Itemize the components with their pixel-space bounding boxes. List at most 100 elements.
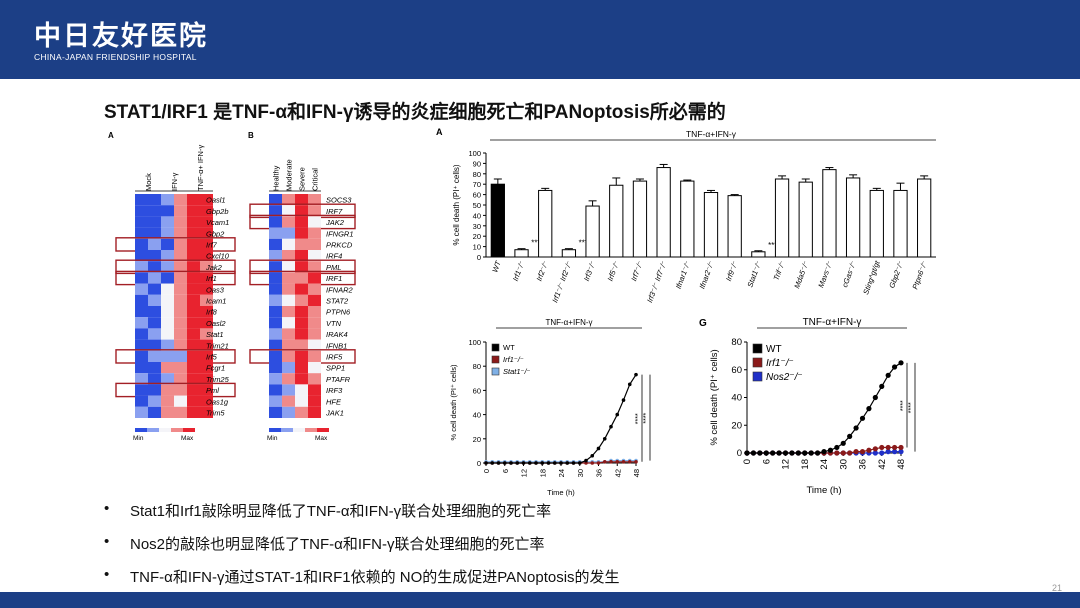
heatmap-cell: [282, 350, 295, 362]
data-point: [571, 461, 576, 465]
heatmap-cell: [282, 194, 295, 206]
heatmap-cell: [174, 384, 187, 396]
heatmap-cell: [135, 205, 148, 217]
heatmap-cell: [161, 261, 174, 273]
data-point: [859, 449, 866, 455]
heatmap-cell: [295, 194, 308, 206]
data-point: [559, 461, 563, 465]
x-tick-label: Ifnar1⁻/⁻: [674, 260, 692, 291]
heatmap-cell: [148, 350, 161, 362]
y-tick-label: 80: [473, 362, 481, 371]
bar: [680, 180, 695, 258]
bar: [869, 189, 884, 258]
bullet-text: Stat1和Irf1敲除明显降低了TNF-α和IFN-γ联合处理细胞的死亡率: [130, 503, 552, 520]
heatmap-cell: [187, 395, 200, 407]
heatmap-cell: [200, 250, 213, 262]
heatmap-cell: [161, 238, 174, 250]
heatmap-gene-label: PTPN6: [326, 308, 351, 317]
legend-label: Stat1⁻/⁻: [503, 367, 531, 376]
x-tick-label: Trif⁻/⁻: [772, 260, 787, 282]
data-point: [621, 459, 626, 464]
heatmap-cell: [282, 205, 295, 217]
heatmap-gene-label: JAK1: [325, 409, 344, 418]
heatmap-cell: [308, 216, 321, 228]
heatmap-cell: [174, 216, 187, 228]
heatmap-cell: [148, 339, 161, 351]
data-point: [834, 450, 840, 456]
heatmap-cell: [295, 227, 308, 239]
heatmap-cell: [148, 406, 161, 418]
y-tick-label: 30: [473, 222, 481, 231]
y-tick-label: 40: [473, 411, 481, 420]
data-point: [615, 412, 620, 417]
heatmap-gene-label: SOCS3: [326, 196, 352, 205]
heatmap-cell: [308, 350, 321, 362]
data-point: [509, 461, 513, 465]
heatmap-cell: [187, 362, 200, 374]
heatmap-column-label: Mock: [144, 173, 153, 191]
heatmap-gene-label: Irf7: [206, 241, 218, 250]
heatmap-gene-label: IFNB1: [326, 341, 347, 350]
heatmap-gene-label: IFNGR1: [326, 229, 354, 238]
data-point: [484, 461, 488, 465]
heatmap-cell: [148, 250, 161, 262]
heatmap-cell: [269, 328, 282, 340]
data-point: [879, 450, 885, 456]
y-tick-label: 0: [737, 448, 742, 459]
scale-max-label: Max: [181, 435, 194, 442]
heatmap-cell: [282, 373, 295, 385]
heatmap-cell: [135, 362, 148, 374]
heatmap-cell: [161, 384, 174, 396]
heatmap-cell: [269, 194, 282, 206]
heatmap-cell: [187, 283, 200, 295]
heatmap-cell: [148, 216, 161, 228]
data-point: [540, 461, 545, 465]
heatmap-cell: [308, 261, 321, 273]
heatmap-cell: [135, 227, 148, 239]
heatmap-cell: [148, 373, 161, 385]
significance-marker: ****: [768, 241, 780, 250]
heatmap-gene-label: PML: [326, 263, 341, 272]
legend-swatch: [752, 357, 763, 368]
heatmap-cell: [269, 283, 282, 295]
heatmap-cell: [269, 406, 282, 418]
bullet-dot: •: [104, 566, 110, 583]
x-tick-label: 36: [858, 459, 869, 470]
heatmap-cell: [135, 373, 148, 385]
bar: [822, 169, 837, 258]
y-tick-label: 60: [731, 365, 742, 376]
heatmap-cell: [200, 373, 213, 385]
heatmap-cell: [148, 194, 161, 206]
heatmap-cell: [174, 227, 187, 239]
heatmap-cell: [187, 216, 200, 228]
data-point: [596, 446, 601, 451]
significance-marker: ****: [643, 412, 650, 423]
heatmap-cell: [187, 238, 200, 250]
x-tick-label: 30: [576, 469, 585, 477]
heatmap-cell: [200, 395, 213, 407]
heatmap-gene-label: Gbp2b: [206, 207, 229, 216]
data-point: [827, 447, 834, 453]
data-point: [859, 415, 866, 421]
x-tick-label: 42: [877, 459, 888, 470]
heatmap-gene-label: Gbp2: [206, 229, 225, 238]
heatmap-cell: [269, 362, 282, 374]
scale-bar-segment: [183, 428, 195, 432]
data-point: [847, 450, 853, 456]
slide-title: STAT1/IRF1 是TNF-α和IFN-γ诱导的炎症细胞死亡和PANopto…: [104, 102, 726, 123]
bar: [751, 251, 766, 258]
heatmap-cell: [269, 395, 282, 407]
legend-swatch: [491, 355, 500, 364]
heatmap-cell: [308, 283, 321, 295]
y-tick-label: 100: [468, 149, 481, 158]
heatmap-gene-label: IRF3: [326, 386, 343, 395]
heatmap-cell: [295, 272, 308, 284]
heatmap-cell: [200, 350, 213, 362]
data-point: [502, 461, 507, 465]
bar: [632, 180, 648, 258]
data-point: [565, 461, 570, 465]
heatmap-cell: [295, 406, 308, 418]
heatmap-cell: [295, 362, 308, 374]
heatmap-gene-label: Jak2: [205, 263, 223, 272]
legend-swatch: [752, 343, 763, 354]
